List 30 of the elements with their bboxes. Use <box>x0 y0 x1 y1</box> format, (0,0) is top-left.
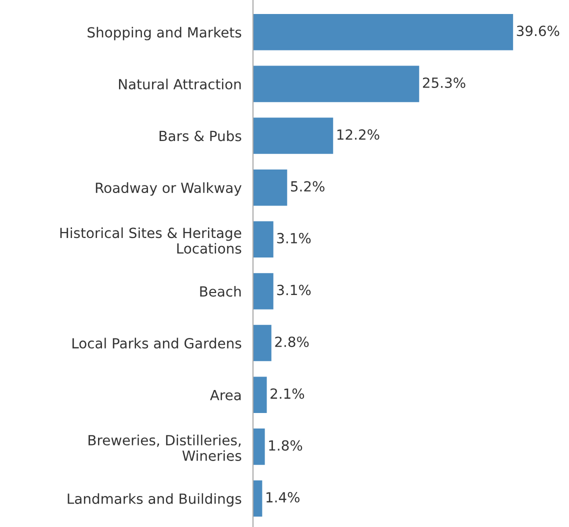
y-tick-label: Beach <box>200 286 241 297</box>
bar <box>253 118 334 154</box>
data-label: 12.2% <box>337 129 380 140</box>
data-label: 2.8% <box>275 336 309 348</box>
data-label: 1.4% <box>266 492 300 503</box>
y-tick-label: Natural Attraction <box>119 78 241 90</box>
bar <box>253 324 272 362</box>
bar <box>253 14 514 50</box>
y-tick-label: Breweries, Distilleries, Wineries <box>88 434 242 461</box>
data-label: 39.6% <box>516 26 560 36</box>
bar <box>253 221 274 258</box>
data-label: 5.2% <box>291 181 324 192</box>
y-tick-label: Landmarks and Buildings <box>68 493 242 507</box>
y-tick-label: Historical Sites & Heritage Locations <box>60 227 242 254</box>
y-tick-label: Roadway or Walkway <box>96 182 242 196</box>
bar <box>253 376 267 413</box>
data-label: 1.8% <box>269 440 302 451</box>
bar <box>253 273 274 310</box>
y-tick-label: Shopping and Markets <box>88 26 242 40</box>
y-tick-label: Bars & Pubs <box>160 130 242 142</box>
bar <box>253 428 265 465</box>
bar <box>253 480 262 517</box>
y-tick-label: Local Parks and Gardens <box>72 338 242 349</box>
data-label: 25.3% <box>422 77 466 88</box>
y-tick-label: Area <box>210 390 241 400</box>
data-label: 2.1% <box>270 388 304 399</box>
bar <box>253 66 420 102</box>
data-label: 3.1% <box>277 284 311 296</box>
bar <box>253 169 288 206</box>
data-label: 3.1% <box>277 232 311 244</box>
